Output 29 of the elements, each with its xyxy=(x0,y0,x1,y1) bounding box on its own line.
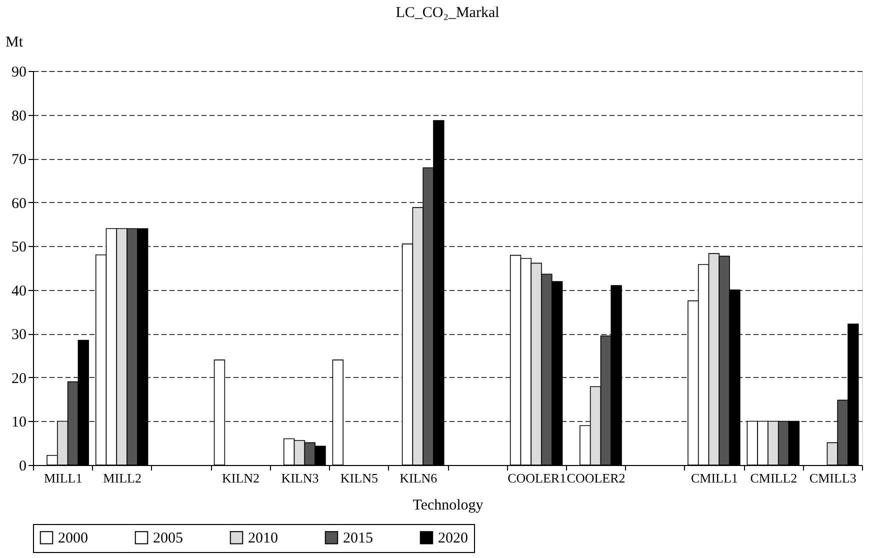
legend-label: 2015 xyxy=(343,530,373,547)
x-tick-label: MILL2 xyxy=(103,470,142,486)
y-tick-label: 20 xyxy=(12,370,26,387)
chart-title: LC_CO₂_Markal xyxy=(396,5,500,21)
legend-label: 2020 xyxy=(438,530,468,547)
x-tick-label: KILN6 xyxy=(400,470,438,486)
x-tick-label: CMILL2 xyxy=(750,470,798,486)
x-tick-label: CMILL3 xyxy=(809,470,856,486)
y-tick-label: 70 xyxy=(12,152,26,168)
x-tick-label: CMILL1 xyxy=(690,470,738,486)
y-tick-label: 10 xyxy=(12,414,26,431)
x-tick-label: MILL1 xyxy=(44,470,82,486)
x-tick-label: KILN2 xyxy=(222,470,260,486)
y-tick-label: 60 xyxy=(12,196,26,212)
legend-label: 2005 xyxy=(153,530,183,547)
x-axis-title: Technology xyxy=(412,498,484,514)
y-tick-label: 30 xyxy=(12,327,26,344)
y-tick-label: 80 xyxy=(12,108,26,124)
x-tick-label: KILN5 xyxy=(340,470,378,486)
y-tick-label: 90 xyxy=(12,64,26,80)
y-tick-label: 0 xyxy=(19,458,26,474)
y-tick-label: 50 xyxy=(12,240,26,256)
legend-label: 2010 xyxy=(248,530,278,547)
x-tick-label: KILN3 xyxy=(281,470,319,486)
y-tick-label: 40 xyxy=(12,283,26,300)
x-tick-label: COOLER2 xyxy=(566,470,626,486)
y-axis-title: Mt xyxy=(6,34,24,50)
legend-label: 2000 xyxy=(58,530,88,547)
x-tick-label: COOLER1 xyxy=(508,470,566,486)
